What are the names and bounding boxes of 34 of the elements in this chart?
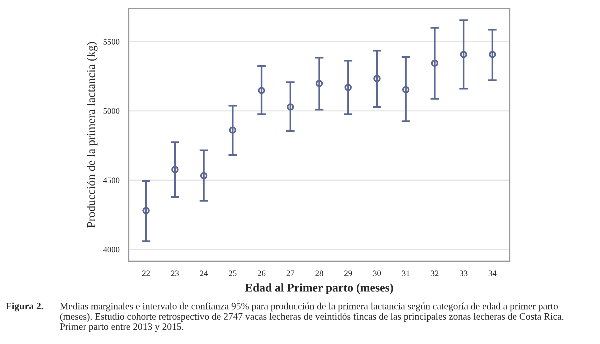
y-tick-label: 4500	[103, 178, 120, 184]
point	[316, 80, 324, 88]
x-tick-label: 30	[373, 270, 382, 276]
x-tick-label: 28	[316, 270, 324, 276]
y-axis-title: Producción de la primera lactancia (kg)	[86, 42, 98, 228]
y-tick-label: 4000	[103, 247, 120, 253]
text: Medias marginales e intervalo de confianza 95% para producción de la primera lactancia según categoría de edad a primer parto (meses). Estudio cohorte retrospectivo de 2747 vacas lecheras de veintidós fincas de las principales zonas lecheras de Costa Rica. Primer parto entre 2013 y 2015.	[60, 302, 564, 332]
y-tick-label: 5500	[104, 39, 120, 45]
point	[431, 60, 439, 68]
point	[460, 51, 468, 58]
point	[200, 172, 208, 180]
x-tick-label: 24	[200, 270, 208, 276]
x-tick-label: 25	[229, 270, 237, 276]
point	[172, 166, 179, 174]
point	[142, 207, 150, 214]
x-tick-label: 27	[286, 270, 295, 276]
x-tick-label: 29	[344, 270, 352, 276]
x-axis-title: Edad al Primer parto (meses)	[245, 284, 394, 294]
x-tick-label: 33	[460, 270, 468, 276]
point	[344, 84, 352, 92]
point	[229, 126, 237, 134]
y-tick-label: 5000	[104, 108, 120, 114]
x-tick-label: 22	[142, 270, 150, 276]
point	[258, 87, 266, 94]
point	[402, 86, 410, 94]
x-tick-label: 32	[431, 270, 439, 276]
x-tick-label: 34	[488, 270, 497, 276]
point	[374, 75, 381, 82]
x-tick-label: 31	[402, 270, 410, 276]
point	[489, 51, 496, 58]
text: Figura 2.	[6, 302, 44, 312]
x-tick-label: 23	[171, 270, 180, 276]
x-tick-label: 26	[258, 270, 266, 276]
point	[287, 104, 294, 111]
